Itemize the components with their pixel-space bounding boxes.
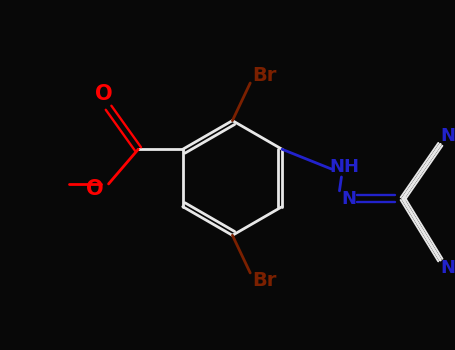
Text: O: O — [95, 84, 112, 104]
Text: N: N — [342, 190, 357, 208]
Text: O: O — [86, 179, 104, 199]
Text: Br: Br — [252, 65, 276, 85]
Text: N: N — [441, 127, 455, 146]
Text: NH: NH — [329, 158, 359, 176]
Text: Br: Br — [252, 271, 276, 290]
Text: N: N — [441, 259, 455, 277]
